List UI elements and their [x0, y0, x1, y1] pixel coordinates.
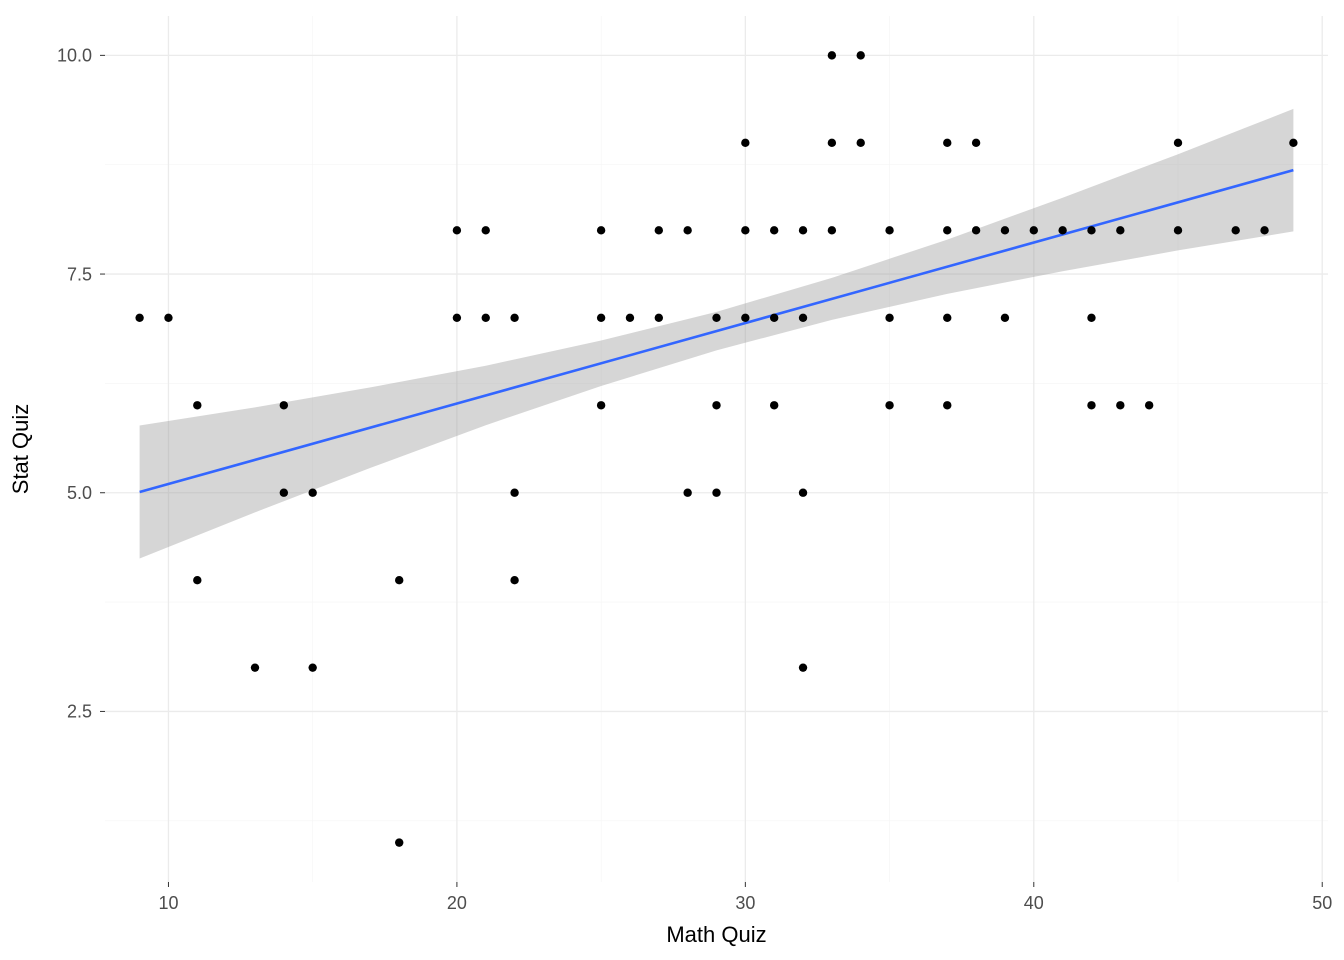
data-point	[1087, 226, 1095, 234]
data-point	[395, 838, 403, 846]
data-point	[597, 401, 605, 409]
data-point	[712, 489, 720, 497]
data-point	[828, 51, 836, 59]
data-point	[972, 139, 980, 147]
y-tick-label: 10.0	[57, 46, 92, 66]
data-point	[308, 489, 316, 497]
data-point	[885, 226, 893, 234]
data-point	[626, 314, 634, 322]
data-point	[1116, 226, 1124, 234]
data-point	[683, 226, 691, 234]
x-tick-label: 20	[447, 893, 467, 913]
x-tick-label: 50	[1312, 893, 1332, 913]
x-tick-label: 30	[735, 893, 755, 913]
data-point	[741, 226, 749, 234]
data-point	[770, 314, 778, 322]
data-point	[453, 314, 461, 322]
data-point	[655, 314, 663, 322]
data-point	[1260, 226, 1268, 234]
data-point	[943, 226, 951, 234]
scatter-chart: 10 20 30 40 50 2.5 5.0 7.5 10.0 Math Quiz Stat Qui…	[0, 0, 1344, 960]
data-point	[828, 226, 836, 234]
data-point	[741, 314, 749, 322]
data-point	[1174, 139, 1182, 147]
data-point	[193, 576, 201, 584]
x-axis-title: Math Quiz	[666, 922, 766, 947]
data-point	[712, 314, 720, 322]
data-point	[482, 226, 490, 234]
data-point	[741, 139, 749, 147]
data-point	[308, 663, 316, 671]
data-point	[395, 576, 403, 584]
data-point	[1116, 401, 1124, 409]
y-tick-label: 7.5	[67, 264, 92, 284]
data-point	[885, 314, 893, 322]
x-tick-label: 10	[158, 893, 178, 913]
data-point	[943, 139, 951, 147]
data-point	[135, 314, 143, 322]
data-point	[943, 314, 951, 322]
data-point	[857, 51, 865, 59]
data-point	[1289, 139, 1297, 147]
data-point	[280, 401, 288, 409]
data-point	[251, 663, 259, 671]
data-point	[885, 401, 893, 409]
data-point	[655, 226, 663, 234]
data-point	[453, 226, 461, 234]
y-tick-label: 5.0	[67, 483, 92, 503]
data-point	[712, 401, 720, 409]
data-point	[1231, 226, 1239, 234]
data-point	[1001, 226, 1009, 234]
data-point	[1001, 314, 1009, 322]
data-point	[770, 401, 778, 409]
data-point	[1058, 226, 1066, 234]
data-point	[1087, 314, 1095, 322]
data-point	[597, 314, 605, 322]
data-point	[799, 663, 807, 671]
data-point	[482, 314, 490, 322]
data-point	[799, 489, 807, 497]
y-axis-title: Stat Quiz	[8, 404, 33, 494]
data-point	[1174, 226, 1182, 234]
data-point	[1145, 401, 1153, 409]
data-point	[943, 401, 951, 409]
data-point	[770, 226, 778, 234]
data-point	[1030, 226, 1038, 234]
y-tick-label: 2.5	[67, 702, 92, 722]
data-point	[828, 139, 836, 147]
data-point	[683, 489, 691, 497]
data-point	[799, 226, 807, 234]
chart-svg: 10 20 30 40 50 2.5 5.0 7.5 10.0 Math Quiz Stat Qui…	[0, 0, 1344, 960]
data-point	[280, 489, 288, 497]
data-point	[972, 226, 980, 234]
data-point	[1087, 401, 1095, 409]
data-point	[799, 314, 807, 322]
data-point	[597, 226, 605, 234]
data-point	[510, 314, 518, 322]
data-point	[857, 139, 865, 147]
data-point	[164, 314, 172, 322]
x-tick-label: 40	[1024, 893, 1044, 913]
data-point	[510, 576, 518, 584]
data-point	[510, 489, 518, 497]
data-point	[193, 401, 201, 409]
